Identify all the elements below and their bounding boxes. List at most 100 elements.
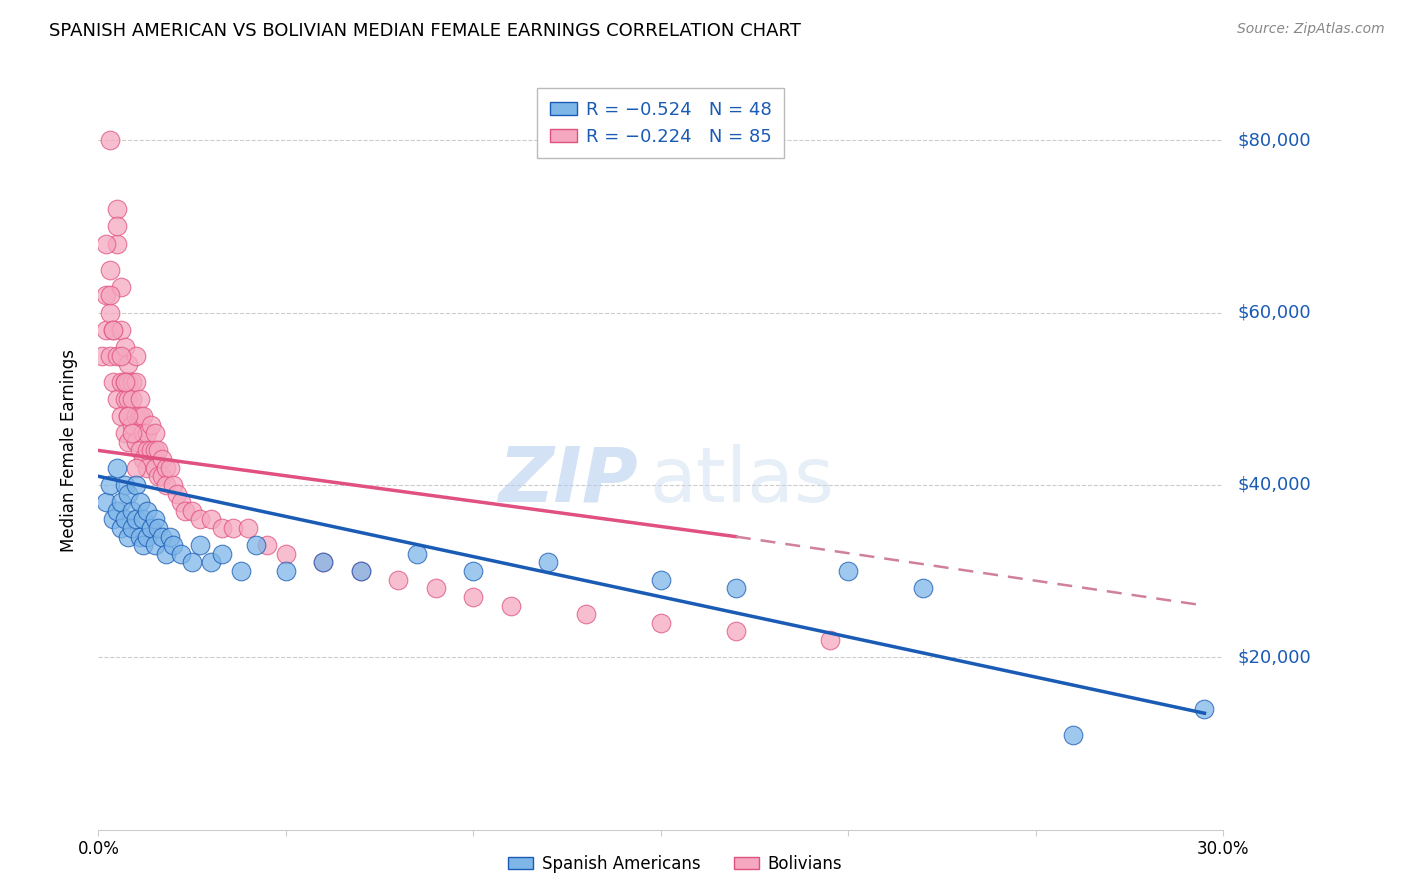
Text: Source: ZipAtlas.com: Source: ZipAtlas.com (1237, 22, 1385, 37)
Point (114, 340, 136, 354)
Point (132, 538, 155, 552)
Point (350, 564, 373, 578)
Point (136, 443, 159, 458)
Point (117, 486, 139, 500)
Point (143, 443, 166, 458)
Legend: Spanish Americans, Bolivians: Spanish Americans, Bolivians (502, 848, 848, 880)
Legend: R = −0.524   N = 48, R = −0.224   N = 85: R = −0.524 N = 48, R = −0.224 N = 85 (537, 88, 785, 158)
Point (139, 443, 162, 458)
Point (256, 538, 278, 552)
Text: $40,000: $40,000 (1237, 476, 1310, 494)
Point (98, 478, 121, 492)
Point (406, 547, 429, 561)
Point (162, 538, 184, 552)
Point (1062, 728, 1084, 742)
Text: ZIP: ZIP (499, 444, 638, 517)
Point (537, 556, 560, 570)
Point (148, 521, 170, 535)
Point (121, 417, 143, 432)
Point (114, 375, 136, 389)
Point (132, 452, 155, 467)
Point (105, 504, 128, 518)
Point (117, 409, 139, 423)
Point (98, 288, 121, 302)
Point (125, 349, 148, 363)
Point (125, 512, 148, 526)
Point (94, 236, 117, 251)
Point (150, 469, 173, 483)
Point (110, 375, 132, 389)
Point (211, 521, 233, 535)
Point (132, 512, 155, 526)
Point (463, 564, 485, 578)
Point (91, 349, 114, 363)
Point (229, 564, 252, 578)
Point (166, 486, 188, 500)
Point (125, 375, 148, 389)
Point (499, 599, 522, 613)
Point (121, 375, 143, 389)
Point (1194, 702, 1216, 716)
Point (818, 633, 841, 648)
Point (155, 460, 177, 475)
Point (105, 460, 128, 475)
Point (162, 478, 184, 492)
Point (159, 460, 181, 475)
Point (238, 521, 260, 535)
Point (724, 624, 747, 639)
Point (132, 426, 155, 441)
Point (94, 288, 117, 302)
Point (912, 582, 935, 596)
Point (103, 512, 125, 526)
Text: atlas: atlas (650, 444, 834, 517)
Text: $20,000: $20,000 (1237, 648, 1310, 666)
Point (463, 590, 485, 604)
Point (105, 202, 128, 217)
Point (173, 504, 195, 518)
Point (188, 512, 211, 526)
Point (245, 538, 267, 552)
Point (105, 392, 128, 406)
Point (837, 564, 859, 578)
Point (125, 460, 148, 475)
Point (312, 556, 335, 570)
Point (121, 426, 143, 441)
Point (724, 582, 747, 596)
Point (117, 375, 139, 389)
Point (170, 495, 193, 509)
Point (98, 305, 121, 319)
Point (222, 521, 245, 535)
Point (650, 615, 672, 630)
Text: $60,000: $60,000 (1237, 303, 1310, 322)
Point (350, 564, 373, 578)
Point (425, 582, 447, 596)
Point (110, 521, 132, 535)
Point (105, 219, 128, 234)
Point (128, 443, 150, 458)
Point (148, 469, 170, 483)
Point (117, 392, 139, 406)
Point (105, 236, 128, 251)
Point (143, 512, 166, 526)
Point (155, 547, 177, 561)
Point (110, 495, 132, 509)
Point (98, 349, 121, 363)
Point (98, 262, 121, 277)
Point (117, 434, 139, 449)
Point (114, 512, 136, 526)
Point (125, 409, 148, 423)
Point (200, 512, 222, 526)
Point (139, 417, 162, 432)
Point (125, 434, 148, 449)
Point (105, 349, 128, 363)
Point (274, 564, 297, 578)
Point (117, 530, 139, 544)
Point (211, 547, 233, 561)
Point (136, 460, 159, 475)
Point (128, 392, 150, 406)
Point (139, 521, 162, 535)
Point (121, 504, 143, 518)
Point (103, 375, 125, 389)
Point (114, 426, 136, 441)
Point (94, 323, 117, 337)
